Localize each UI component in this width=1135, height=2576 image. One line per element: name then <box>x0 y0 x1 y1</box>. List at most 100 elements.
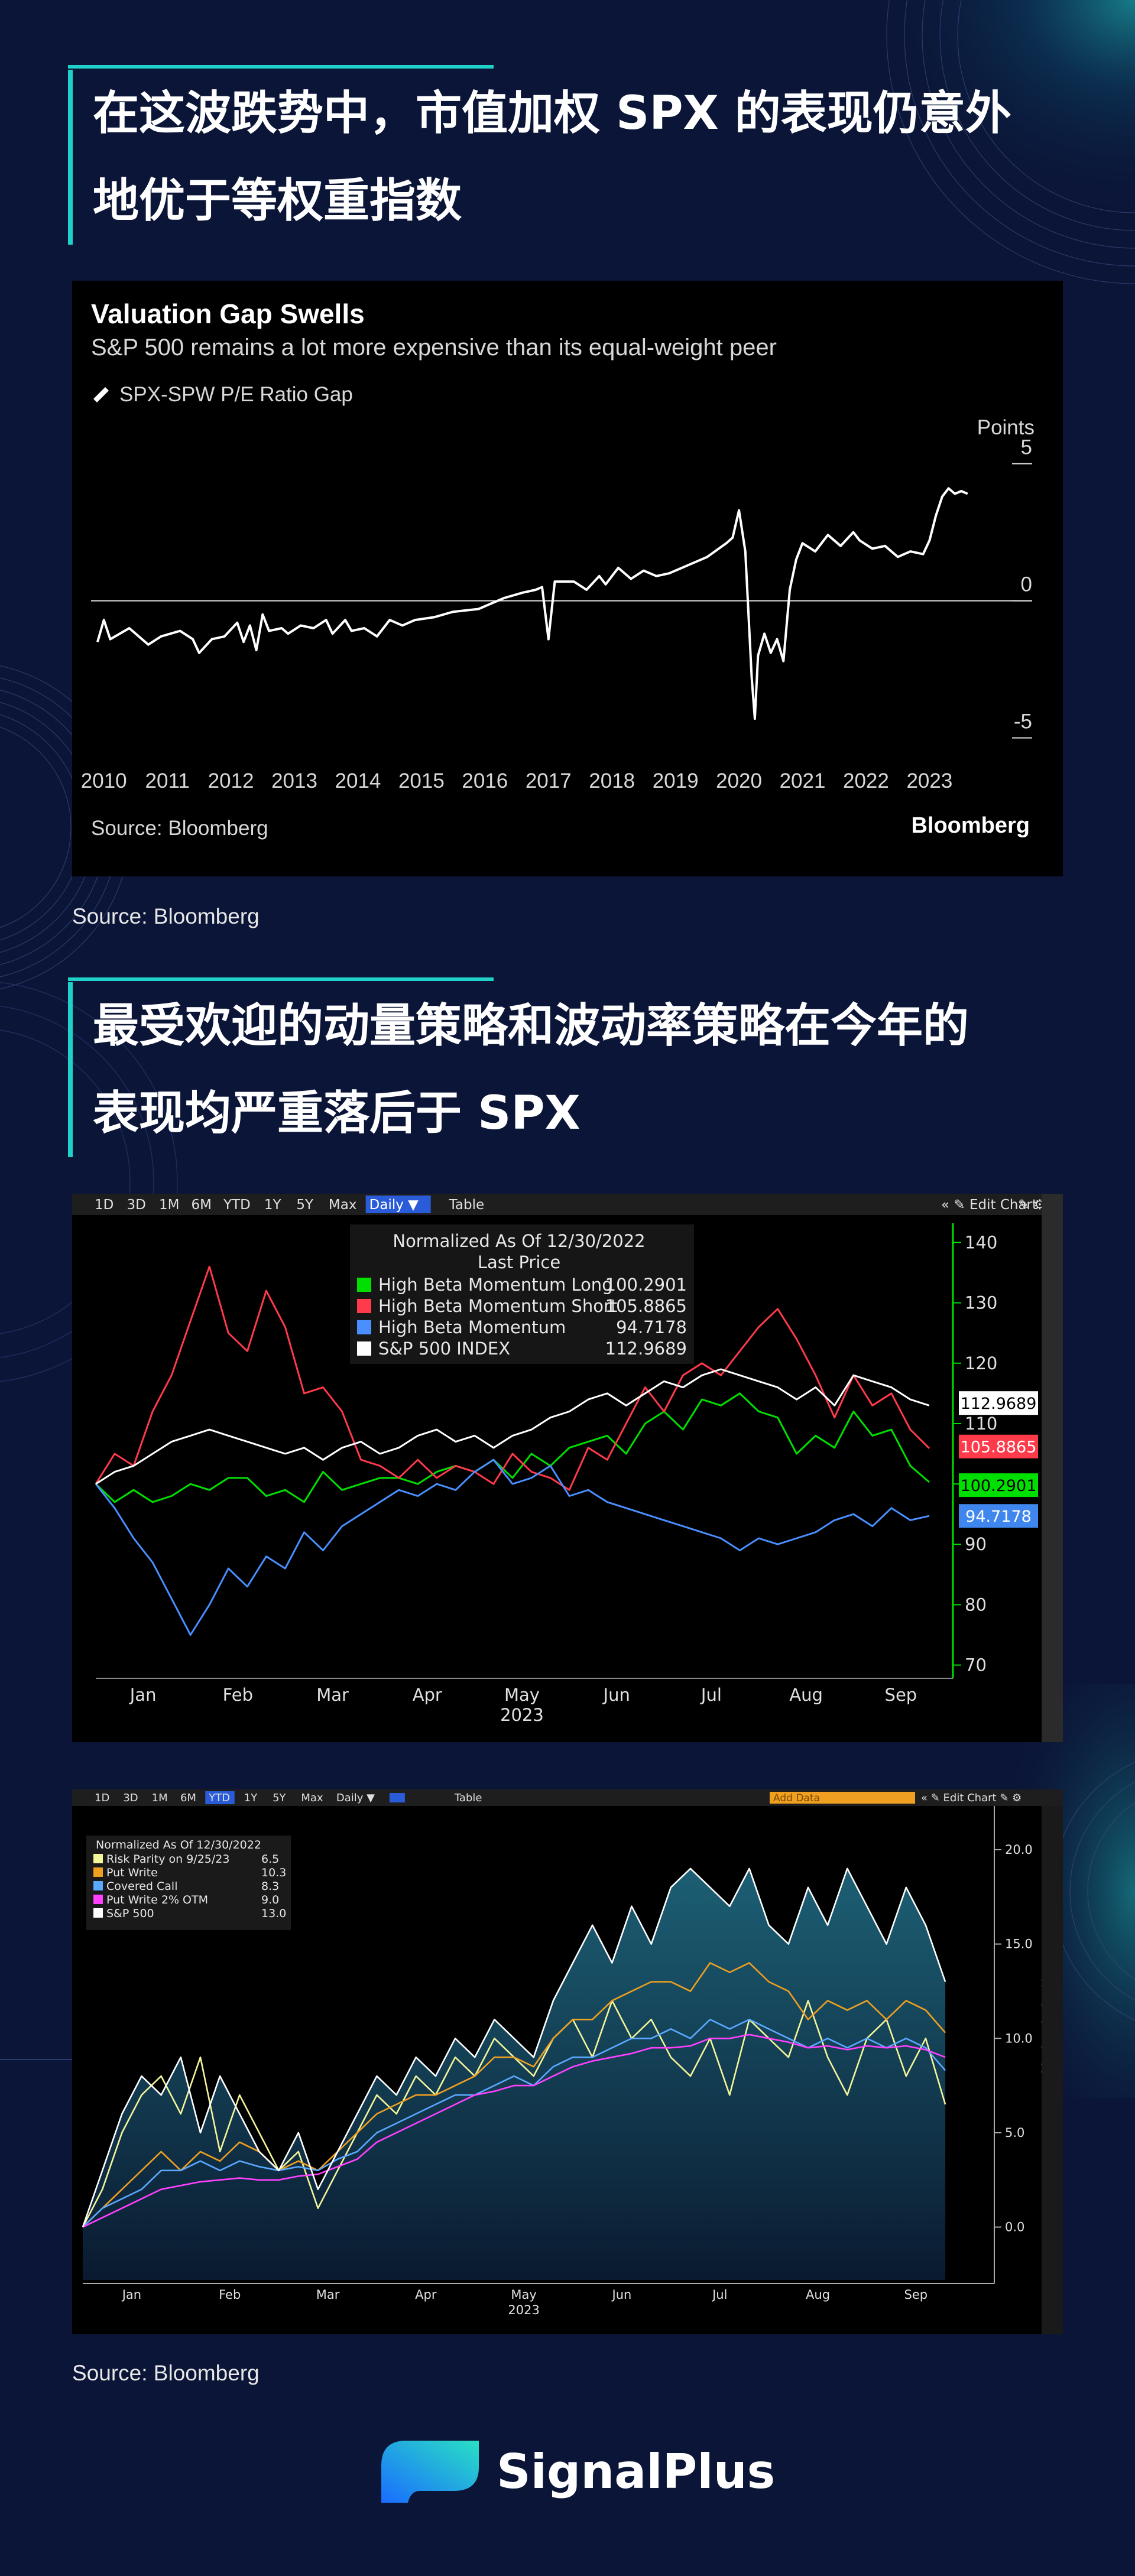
scrollbar[interactable] <box>1042 1806 1063 2334</box>
x-tick-label: 2019 <box>653 769 699 792</box>
toolbar-range-button[interactable]: YTD <box>208 1792 230 1804</box>
x-tick-label: 2023 <box>906 769 952 792</box>
x-tick-label: Feb <box>223 1685 253 1705</box>
chart-valuation-gap: Valuation Gap Swells S&P 500 remains a l… <box>72 281 1063 876</box>
legend-swatch <box>93 1854 103 1863</box>
last-value-badge-text: 112.9689 <box>961 1395 1037 1413</box>
legend-title: Normalized As Of 12/30/2022 <box>96 1838 261 1851</box>
x-tick-label: May <box>504 1685 540 1705</box>
daily-selector-label[interactable]: Daily ▼ <box>369 1197 419 1213</box>
x-tick-label: Apr <box>415 2288 437 2302</box>
toolbar-range-button[interactable]: 1Y <box>244 1792 258 1804</box>
bloomberg-logo: Bloomberg <box>911 813 1030 838</box>
toolbar-range-button[interactable]: Max <box>329 1197 357 1213</box>
legend-label: High Beta Momentum Long <box>378 1275 613 1295</box>
legend-swatch <box>93 1908 103 1918</box>
toolbar-range-button[interactable]: 3D <box>127 1197 146 1213</box>
y-tick-label: 0.0 <box>1005 2220 1024 2234</box>
legend-swatch <box>357 1341 371 1356</box>
chart-momentum-strategies: 1D 3D 1M 6M YTD 1Y 5Y Max Daily ▼ Table « ✎ Edit C… <box>72 1194 1063 1742</box>
x-tick-label: Aug <box>789 1685 823 1705</box>
chart-volatility-strategies: 1D 3D 1M 6M YTD 1Y 5Y Max Daily ▼ Table Add Data « … <box>72 1789 1063 2334</box>
y-tick-label: 140 <box>965 1232 997 1252</box>
series-line <box>95 1265 930 1491</box>
x-tick-label: 2022 <box>843 769 889 792</box>
daily-selector[interactable]: Daily ▼ <box>336 1792 375 1804</box>
toolbar-range-button[interactable]: YTD <box>223 1197 251 1213</box>
signalplus-mark-icon <box>381 2441 479 2503</box>
brand-name: SignalPlus <box>497 2444 775 2499</box>
x-year-label: 2023 <box>500 1705 544 1725</box>
legend-value: 105.8865 <box>605 1296 687 1316</box>
y-tick-label: 90 <box>965 1534 987 1554</box>
toolbar-range-button[interactable]: 1M <box>159 1197 179 1213</box>
last-value-badge-text: 105.8865 <box>961 1438 1037 1457</box>
legend-label: Risk Parity on 9/25/23 <box>106 1853 229 1866</box>
signalplus-logo: SignalPlus <box>381 2441 775 2503</box>
toolbar-range-button[interactable]: 5Y <box>273 1792 286 1804</box>
legend-label: High Beta Momentum <box>378 1317 566 1337</box>
series-line <box>95 1392 930 1503</box>
gear-icon[interactable]: ✎ ⚙ <box>1018 1197 1046 1213</box>
series-line <box>82 2018 946 2228</box>
x-tick-label: Jan <box>129 1685 157 1705</box>
edit-chart-button[interactable]: « ✎ Edit Chart <box>941 1197 1037 1213</box>
toolbar-range-button[interactable]: 1D <box>95 1197 114 1213</box>
chart-type-icon[interactable] <box>389 1793 405 1802</box>
legend-label: High Beta Momentum Short <box>378 1296 617 1316</box>
chart2-legend <box>350 1224 694 1364</box>
y-tick-label: 10.0 <box>1005 2031 1033 2045</box>
y-tick-label: -5 <box>1014 710 1032 733</box>
series-line <box>82 1962 946 2228</box>
x-tick-label: Mar <box>316 2288 340 2302</box>
legend-title: Normalized As Of 12/30/2022 <box>393 1231 645 1251</box>
daily-selector <box>365 1196 431 1213</box>
legend-swatch <box>357 1299 371 1313</box>
x-tick-label: 2014 <box>335 769 381 792</box>
scrollbar[interactable] <box>1042 1194 1063 1742</box>
series-line <box>82 1867 946 2228</box>
chart1-source: Source: Bloomberg <box>91 817 268 840</box>
toolbar-range-button[interactable]: 1M <box>152 1792 168 1804</box>
x-tick-label: Feb <box>219 2288 241 2302</box>
x-tick-label: 2011 <box>145 769 190 792</box>
chart1-title: Valuation Gap Swells <box>91 298 365 329</box>
legend-value: 94.7178 <box>616 1317 687 1337</box>
x-tick-label: 2017 <box>526 769 572 792</box>
x-tick-label: Jun <box>611 2288 632 2302</box>
heading-2-text: 最受欢迎的动量策略和波动率策略在今年的 表现均严重落后于 SPX <box>93 999 969 1140</box>
toolbar-range-button[interactable]: 1Y <box>264 1197 282 1213</box>
source-caption-2: Source: Bloomberg <box>72 2361 260 2385</box>
toolbar-range-button[interactable]: 6M <box>192 1197 212 1213</box>
toolbar-range-button[interactable]: Max <box>301 1792 323 1804</box>
table-button[interactable]: Table <box>454 1792 482 1804</box>
edit-chart-button[interactable]: « ✎ Edit Chart ✎ ⚙ <box>921 1792 1022 1804</box>
pencil-icon <box>93 387 109 402</box>
toolbar-range-button[interactable]: 3D <box>123 1792 138 1804</box>
add-data-input[interactable] <box>770 1792 915 1804</box>
toolbar-range-button[interactable]: 5Y <box>296 1197 314 1213</box>
y-tick-label: 5 <box>1021 436 1032 459</box>
section-heading-1: 在这波跌势中，市值加权 SPX 的表现仍意外 地优于等权重指数 <box>68 65 1011 245</box>
legend-subtitle: Last Price <box>478 1252 560 1272</box>
y-tick-label: 120 <box>965 1353 997 1373</box>
y-tick-label: 130 <box>965 1293 997 1313</box>
toolbar-range-button[interactable]: 6M <box>180 1792 196 1804</box>
gap-series-line <box>96 487 968 720</box>
x-year-label: 2023 <box>508 2303 539 2317</box>
legend-label: Put Write <box>106 1866 158 1879</box>
series-line <box>95 1458 930 1636</box>
x-tick-label: 2016 <box>462 769 508 792</box>
toolbar-range-button[interactable]: 1D <box>95 1792 109 1804</box>
legend-label: Put Write 2% OTM <box>106 1893 208 1906</box>
legend-value: 9.0 <box>261 1893 279 1906</box>
table-button[interactable]: Table <box>449 1197 484 1213</box>
x-tick-label: Jun <box>602 1685 630 1705</box>
y-tick-label: 15.0 <box>1005 1937 1033 1951</box>
last-value-badge <box>959 1434 1038 1458</box>
legend-value: 10.3 <box>261 1866 286 1879</box>
last-value-badge-text: 100.2901 <box>961 1477 1037 1495</box>
toolbar-selected <box>205 1791 235 1804</box>
legend-label: S&P 500 <box>106 1907 154 1920</box>
heading-1-text: 在这波跌势中，市值加权 SPX 的表现仍意外 地优于等权重指数 <box>93 87 1011 228</box>
